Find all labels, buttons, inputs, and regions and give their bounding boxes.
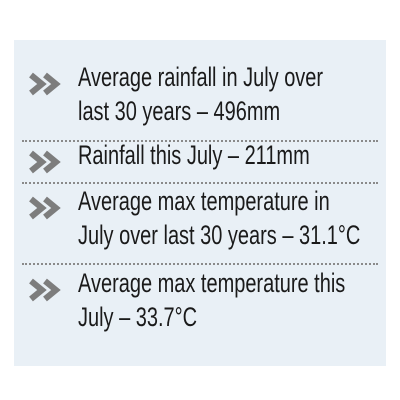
chevron — [43, 150, 61, 174]
item-text: Average max temperature this — [78, 268, 346, 298]
item-text: last 30 years – 496mm — [78, 96, 281, 126]
chevron-icon — [29, 278, 61, 302]
chevron — [43, 278, 61, 302]
chevron — [29, 72, 47, 96]
separator — [22, 263, 378, 265]
item-text: Average rainfall in July over — [78, 62, 324, 92]
chevron-icon — [29, 72, 61, 96]
item-text: July – 33.7°C — [78, 302, 198, 332]
separator — [22, 182, 378, 184]
item-text: July over last 30 years – 31.1°C — [78, 220, 361, 250]
chevron-icon — [29, 196, 61, 220]
chevron — [43, 196, 61, 220]
chevron-icon — [29, 150, 61, 174]
chevron — [29, 278, 47, 302]
chevron — [29, 150, 47, 174]
chevron — [43, 72, 61, 96]
chevron — [29, 196, 47, 220]
info-panel: Average rainfall in July over last 30 yea… — [14, 40, 386, 366]
item-text: Average max temperature in — [78, 186, 330, 216]
separator — [22, 140, 378, 142]
item-text: Rainfall this July – 211mm — [78, 140, 310, 170]
